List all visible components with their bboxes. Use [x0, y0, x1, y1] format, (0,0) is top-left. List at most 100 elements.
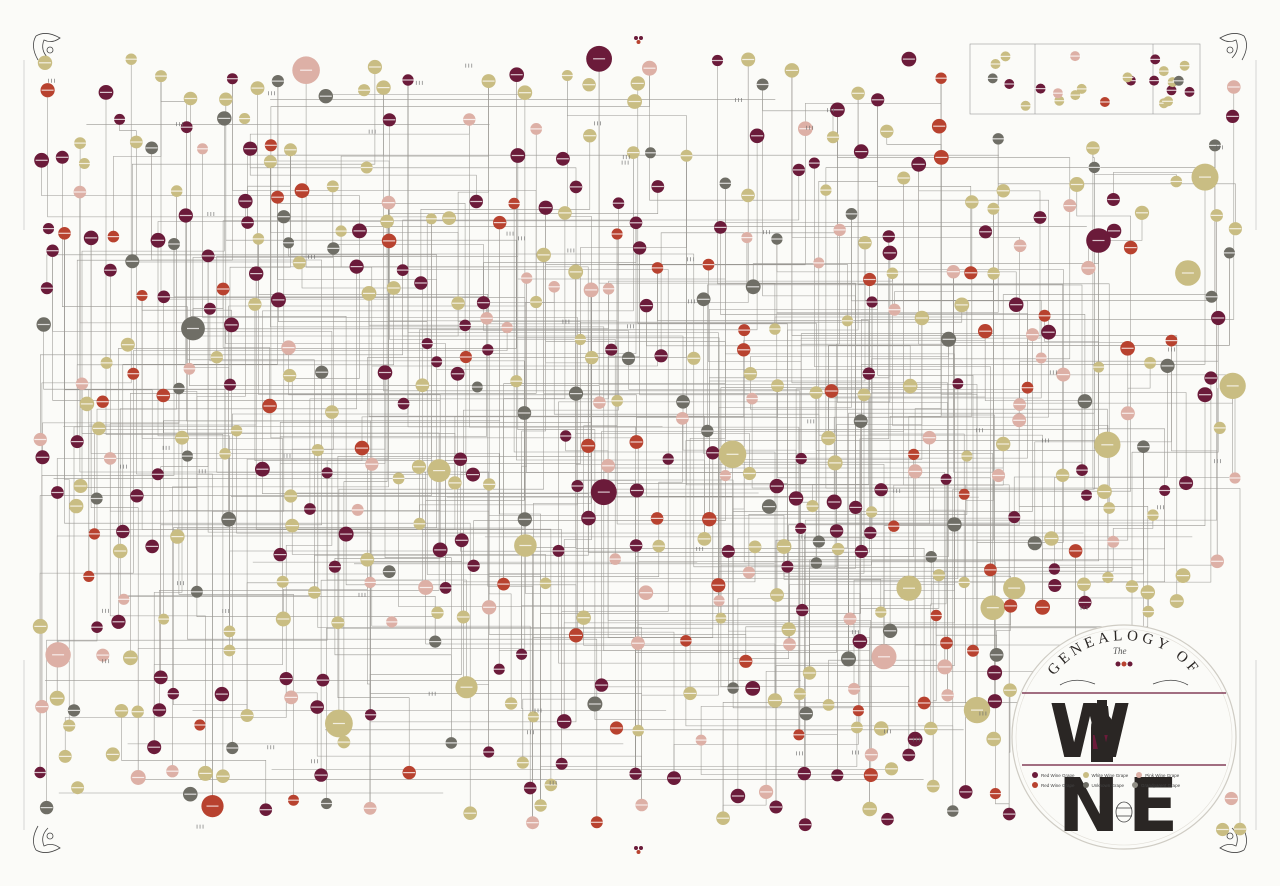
grape-node-label-mark [924, 727, 937, 730]
lineage-line [607, 465, 872, 776]
grape-node-label-mark [96, 401, 109, 403]
grape-node-label-mark [132, 776, 145, 779]
lineage-line [709, 517, 1015, 520]
grape-node-label-mark [130, 141, 143, 143]
lineage-line [641, 585, 719, 805]
grape-node-label-mark [812, 262, 825, 264]
grape-node-label-mark [640, 305, 653, 307]
crossing-marker [763, 230, 770, 235]
grape-node-label-mark [987, 738, 1000, 740]
lineage-line [222, 289, 270, 406]
grape-node-label-mark [497, 583, 510, 585]
grape-node-label-mark [457, 616, 470, 618]
grape-node-label-mark [712, 584, 725, 586]
grape-node-label-mark [308, 591, 321, 593]
grape-node-label-mark [414, 282, 427, 284]
title-wine: WNE [1022, 695, 1222, 843]
grape-node-label-mark [154, 676, 167, 678]
grape-node-label-mark [742, 571, 755, 574]
crossing-marker [627, 324, 634, 329]
lineage-line [718, 213, 852, 601]
grape-node-label-mark [887, 525, 900, 527]
grape-node-label-mark [706, 452, 719, 454]
grape-node-label-mark [104, 457, 117, 459]
lineage-line [804, 302, 873, 774]
grape-node-label-mark [353, 230, 366, 232]
legend-swatch [1032, 782, 1038, 788]
lineage-line [649, 68, 1049, 333]
grape-node-label-mark [100, 91, 112, 93]
lineage-line [369, 540, 462, 809]
legend-item: Red Wine Grape [1032, 782, 1075, 788]
grape-node-label-mark [283, 375, 296, 377]
grape-node-label-mark [326, 185, 339, 187]
lineage-line [76, 288, 394, 442]
grape-node-label-mark [1229, 228, 1242, 230]
grape-node-label-mark [1075, 88, 1088, 90]
grape-node-label-mark [351, 509, 364, 511]
grape-node-label-mark [1078, 583, 1090, 585]
grape-node-label-mark [433, 470, 446, 472]
grape-node-label-mark [822, 437, 835, 439]
grape-node-label-mark [882, 235, 895, 237]
crossing-marker [198, 469, 206, 474]
lineage-line [577, 486, 675, 779]
grape-node-label-mark [368, 66, 381, 68]
grape-node-label-mark [697, 298, 710, 300]
grape-node-label-mark [280, 678, 293, 680]
grape-node-label-mark [1157, 70, 1170, 72]
grape-node-label-mark [181, 455, 194, 457]
grape-node-label-mark [763, 506, 776, 508]
lineage-line [930, 479, 947, 729]
grape-node-label-mark [167, 693, 180, 695]
grape-node-label-mark [321, 472, 334, 474]
grape-node-label-mark [825, 390, 838, 392]
grape-node-label-mark [1216, 828, 1229, 831]
grape-node-label-mark [782, 628, 795, 630]
grape-node-label-mark [1211, 560, 1224, 562]
grape-node-label-mark [239, 200, 252, 202]
lineage-line [81, 383, 198, 592]
grape-node-label-mark [800, 713, 813, 715]
grape-node-label-mark [743, 472, 756, 475]
lineage-line [309, 288, 609, 509]
grape-node-label-mark [96, 654, 109, 656]
lineage-line [361, 385, 778, 449]
grape-node-label-mark [597, 491, 610, 493]
lineage-line [871, 367, 1099, 755]
grape-node-label-mark [477, 302, 490, 304]
lineage-line [445, 339, 581, 588]
grape-node-label-mark [39, 62, 51, 64]
lineage-line [1019, 318, 1219, 405]
grape-node-label-mark [315, 371, 328, 373]
crossing-marker [621, 160, 629, 165]
grape-node-label-mark [244, 148, 257, 150]
grape-node-label-mark [519, 544, 532, 547]
grape-node-label-mark [630, 222, 642, 224]
grape-node-label-mark [570, 393, 582, 395]
lineage-line [225, 99, 446, 588]
lineage-line [132, 261, 300, 263]
grape-node-label-mark [822, 704, 835, 706]
legend-swatch [1082, 782, 1089, 788]
grape-node-label-mark [555, 763, 568, 765]
grape-node-label-mark [912, 163, 925, 165]
crossing-marker [465, 63, 473, 68]
grape-node-label-mark [252, 238, 265, 240]
grape-node-label-mark [1205, 296, 1218, 298]
grape-node-label-mark [1101, 576, 1114, 578]
grape-node-label-mark [651, 517, 664, 519]
grape-node-label-mark [643, 67, 656, 69]
grape-node-label-mark [136, 294, 149, 297]
lineage-line [262, 469, 589, 519]
lineage-line [689, 183, 726, 694]
lineage-line [1112, 515, 1154, 542]
grape-node-label-mark [903, 587, 915, 589]
grape-node-label-mark [337, 741, 350, 743]
crossing-marker [622, 155, 630, 160]
lineage-line [762, 84, 834, 138]
grape-node-label-mark [493, 222, 506, 224]
grape-node-label-mark [1227, 86, 1240, 88]
grape-node-label-mark [904, 385, 917, 387]
lineage-line [64, 233, 70, 726]
